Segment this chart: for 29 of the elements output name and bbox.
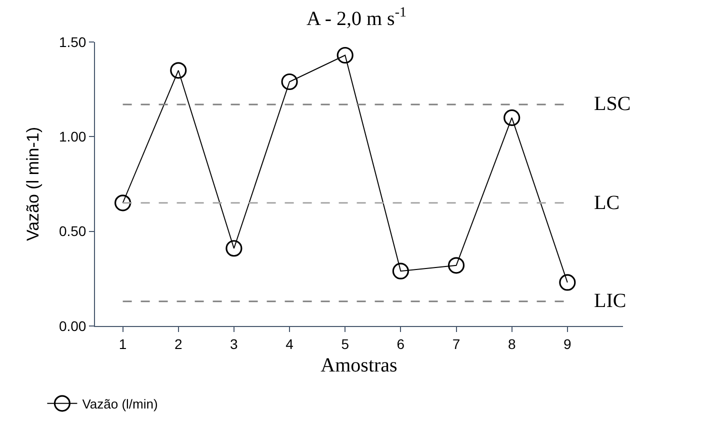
point [281, 73, 298, 90]
ref-line-label: LC [594, 192, 620, 214]
point [170, 62, 187, 79]
y-axis-title: Vazão (l min-1) [24, 127, 42, 241]
x-tick-label: 7 [452, 336, 460, 352]
point [559, 274, 576, 291]
x-tick-label: 2 [174, 336, 182, 352]
y-tick-label: 1.50 [58, 34, 86, 50]
point [114, 194, 132, 212]
point [392, 262, 409, 280]
x-tick-label: 8 [508, 336, 516, 352]
point [336, 46, 354, 64]
y-tick-label: 0.00 [58, 318, 86, 334]
y-tick-label: 0.50 [58, 223, 86, 240]
x-axis-title: Amostras [320, 354, 398, 376]
y-tick-label: 1.00 [58, 128, 86, 145]
x-tick-label: 5 [341, 336, 350, 352]
chart-title: A - 2,0 m s$^{-1}$ [306, 5, 407, 30]
point [504, 109, 520, 126]
x-tick-label: 1 [118, 336, 127, 352]
point [226, 240, 242, 257]
x-tick-label: 6 [396, 336, 405, 352]
legend-label: Vazão (l/min) [82, 396, 158, 412]
x-tick-label: 4 [286, 336, 294, 352]
x-tick-label: 9 [564, 336, 572, 352]
point [448, 257, 465, 274]
x-tick-label: 3 [230, 336, 238, 352]
ref-line-label: LIC [594, 290, 626, 312]
ref-line-label: LSC [594, 93, 631, 115]
